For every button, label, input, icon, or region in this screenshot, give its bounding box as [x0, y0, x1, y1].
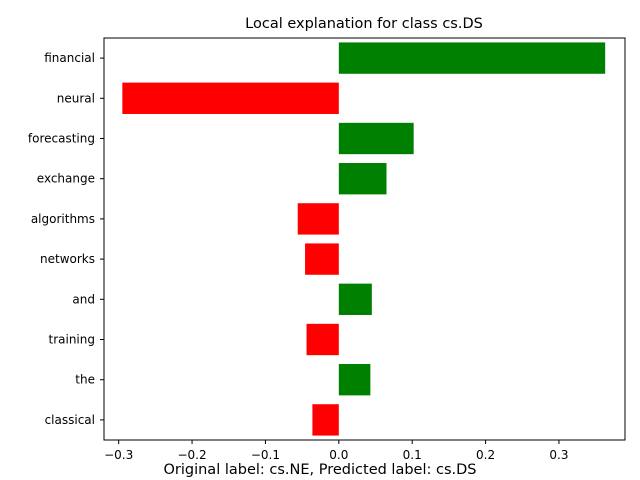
y-tick-label: neural [57, 91, 95, 105]
bar-exchange [338, 163, 387, 195]
y-tick-label: algorithms [31, 212, 95, 226]
x-tick-label: 0.1 [403, 448, 422, 462]
x-tick-label: 0.0 [329, 448, 348, 462]
bar-algorithms [297, 203, 339, 235]
bar-forecasting [338, 122, 414, 155]
y-tick-label: forecasting [28, 132, 95, 146]
x-axis: −0.3 −0.2 −0.1 0.0 0.1 0.2 0.3 [104, 440, 569, 462]
y-tick-label: and [72, 292, 95, 306]
y-tick-label: classical [45, 413, 95, 427]
y-tick-label: training [49, 333, 96, 347]
y-tick-label: financial [44, 51, 95, 65]
y-tick-label: exchange [37, 172, 95, 186]
bar-neural [122, 82, 339, 114]
bars-group [122, 42, 606, 436]
x-tick-label: 0.2 [476, 448, 495, 462]
bar-training [306, 323, 339, 356]
x-tick-label: 0.3 [549, 448, 568, 462]
bar-financial [338, 42, 606, 74]
y-axis: financial neural forecasting exchange algori… [28, 51, 104, 427]
bar-classical [312, 404, 339, 436]
y-tick-label: networks [40, 252, 95, 266]
x-tick-label: −0.3 [104, 448, 133, 462]
plot-frame [103, 37, 626, 441]
bar-and [338, 283, 372, 315]
x-tick-label: −0.2 [177, 448, 206, 462]
bar-networks [305, 243, 339, 275]
bar-the [338, 364, 371, 396]
y-tick-label: the [75, 373, 95, 387]
chart-caption: Original label: cs.NE, Predicted label: … [163, 462, 476, 478]
x-tick-label: −0.1 [251, 448, 280, 462]
chart-title: Local explanation for class cs.DS [245, 16, 483, 32]
